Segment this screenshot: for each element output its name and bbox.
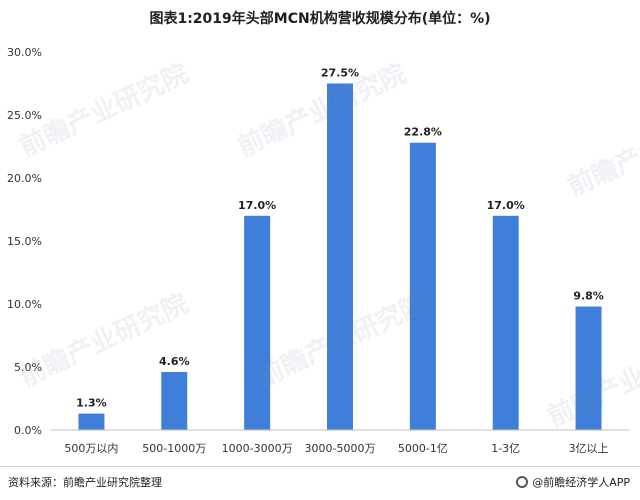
brand-text: @前瞻经济学人APP [532, 476, 630, 489]
x-tick-label: 3000-5000万 [305, 442, 376, 455]
y-tick-label: 0.0% [14, 424, 42, 437]
y-tick-label: 25.0% [7, 109, 42, 122]
data-label: 22.8% [404, 126, 442, 139]
y-tick-label: 20.0% [7, 172, 42, 185]
bar [409, 142, 436, 430]
x-tick-label: 5000-1亿 [398, 442, 448, 455]
x-tick-label: 500万以内 [64, 441, 118, 455]
bar [161, 372, 188, 430]
chart-title: 图表1:2019年头部MCN机构营收规模分布(单位：%) [149, 11, 491, 27]
y-tick-label: 5.0% [14, 361, 42, 374]
y-axis: 0.0% 5.0% 10.0% 15.0% 20.0% 25.0% 30.0% [7, 46, 42, 437]
brand-icon [516, 476, 529, 488]
bars: 1.3% 4.6% 17.0% 27.5% 22.8% 17.0% 9.8% [76, 67, 604, 430]
bar-chart: 0.0% 5.0% 10.0% 15.0% 20.0% 25.0% 30.0% 1.3% 4.… [7, 46, 630, 455]
source-text: 资料来源：前瞻产业研究院整理 [8, 476, 162, 489]
x-tick-label: 500-1000万 [142, 442, 206, 455]
bar [78, 413, 105, 430]
bar [492, 215, 519, 430]
x-tick-label: 3亿以上 [569, 442, 609, 455]
x-tick-label: 1-3亿 [491, 442, 520, 455]
x-tick-label: 1000-3000万 [222, 442, 293, 455]
x-axis: 500万以内 500-1000万 1000-3000万 3000-5000万 5000-… [50, 429, 630, 455]
bar [327, 83, 353, 430]
footer-divider [0, 466, 640, 467]
bar [575, 306, 602, 430]
y-tick-label: 15.0% [7, 235, 42, 248]
data-label: 27.5% [321, 67, 359, 80]
data-label: 17.0% [487, 199, 525, 212]
data-label: 4.6% [159, 355, 190, 368]
data-label: 17.0% [238, 199, 276, 212]
data-label: 1.3% [76, 397, 107, 410]
data-label: 9.8% [573, 290, 604, 303]
brand: @前瞻经济学人APP [516, 474, 630, 490]
bar [244, 215, 271, 430]
y-tick-label: 30.0% [7, 46, 42, 59]
y-tick-label: 10.0% [7, 298, 42, 311]
